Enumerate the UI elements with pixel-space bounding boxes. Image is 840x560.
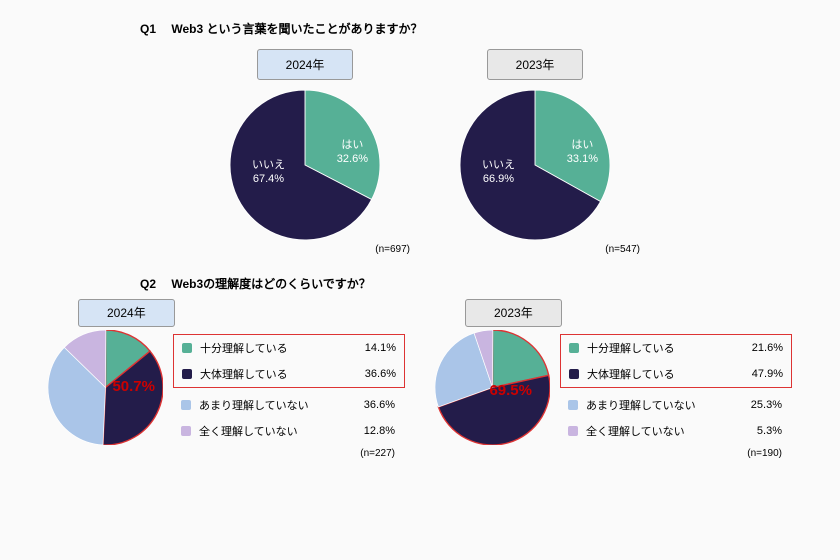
- q2-chart-2023: 2023年 69.5% 十分理解している 21.6% 大体理解している 47.: [435, 304, 792, 459]
- q2-block: 69.5% 十分理解している 21.6% 大体理解している 47.9%: [435, 330, 792, 459]
- swatch-mostly-icon: [569, 369, 579, 379]
- slice-label-yes: はい32.6%: [337, 138, 368, 167]
- legend-row: 十分理解している 14.1%: [174, 335, 404, 361]
- q2-num: Q2: [140, 277, 156, 291]
- q1-text: Web3 という言葉を聞いたことがありますか？: [171, 22, 422, 36]
- legend-row: 大体理解している 47.9%: [561, 361, 791, 387]
- legend-row: 全く理解していない 5.3%: [560, 418, 790, 444]
- q2-chart-2024: 2024年 50.7% 十分理解している 14.1% 大体理解している 36.: [48, 304, 405, 459]
- slice-label-no: いいえ66.9%: [482, 158, 515, 187]
- n-label: (n=227): [173, 448, 405, 459]
- year-tag: 2024年: [257, 49, 354, 80]
- pie-chart: はい33.1% いいえ66.9%: [460, 90, 610, 240]
- q2-title: Q2 Web3の理解度はどのくらいですか？: [140, 275, 800, 292]
- q1-chart-2024: 2024年 はい32.6% いいえ67.4% (n=697): [230, 49, 380, 255]
- q1-title: Q1 Web3 という言葉を聞いたことがありますか？: [140, 20, 800, 37]
- legend-row: 十分理解している 21.6%: [561, 335, 791, 361]
- swatch-none-icon: [568, 426, 578, 436]
- legend-wrap: 十分理解している 21.6% 大体理解している 47.9% あまり理解していない…: [560, 330, 792, 459]
- q2-text: Web3の理解度はどのくらいですか？: [171, 277, 370, 291]
- sum-label: 50.7%: [112, 378, 155, 395]
- legend-rest: あまり理解していない 36.6% 全く理解していない 12.8%: [173, 392, 405, 444]
- slice-label-yes: はい33.1%: [567, 138, 598, 167]
- legend-row: あまり理解していない 25.3%: [560, 392, 790, 418]
- swatch-little-icon: [568, 400, 578, 410]
- legend-row: あまり理解していない 36.6%: [173, 392, 403, 418]
- q2-block: 50.7% 十分理解している 14.1% 大体理解している 36.6%: [48, 330, 405, 459]
- sum-label: 69.5%: [489, 382, 532, 399]
- pie-chart: 50.7%: [48, 330, 163, 445]
- swatch-full-icon: [569, 343, 579, 353]
- q1-chart-2023: 2023年 はい33.1% いいえ66.9% (n=547): [460, 49, 610, 255]
- swatch-mostly-icon: [182, 369, 192, 379]
- q2-row: 2024年 50.7% 十分理解している 14.1% 大体理解している 36.: [40, 304, 800, 459]
- page: Q1 Web3 という言葉を聞いたことがありますか？ 2024年 はい32.6%…: [0, 0, 840, 479]
- q1-row: 2024年 はい32.6% いいえ67.4% (n=697) 2023年: [40, 49, 800, 255]
- legend-wrap: 十分理解している 14.1% 大体理解している 36.6% あまり理解していない…: [173, 330, 405, 459]
- pie-chart: 69.5%: [435, 330, 550, 445]
- year-tag: 2023年: [487, 49, 584, 80]
- year-tag: 2023年: [465, 299, 562, 327]
- pie-chart: はい32.6% いいえ67.4%: [230, 90, 380, 240]
- legend-highlighted: 十分理解している 21.6% 大体理解している 47.9%: [560, 334, 792, 388]
- legend-row: 大体理解している 36.6%: [174, 361, 404, 387]
- n-label: (n=697): [375, 244, 410, 255]
- legend-rest: あまり理解していない 25.3% 全く理解していない 5.3%: [560, 392, 792, 444]
- q1-num: Q1: [140, 22, 156, 36]
- swatch-full-icon: [182, 343, 192, 353]
- n-label: (n=547): [605, 244, 640, 255]
- swatch-none-icon: [181, 426, 191, 436]
- slice-label-no: いいえ67.4%: [252, 158, 285, 187]
- n-label: (n=190): [560, 448, 792, 459]
- year-tag: 2024年: [78, 299, 175, 327]
- swatch-little-icon: [181, 400, 191, 410]
- legend-row: 全く理解していない 12.8%: [173, 418, 403, 444]
- legend-highlighted: 十分理解している 14.1% 大体理解している 36.6%: [173, 334, 405, 388]
